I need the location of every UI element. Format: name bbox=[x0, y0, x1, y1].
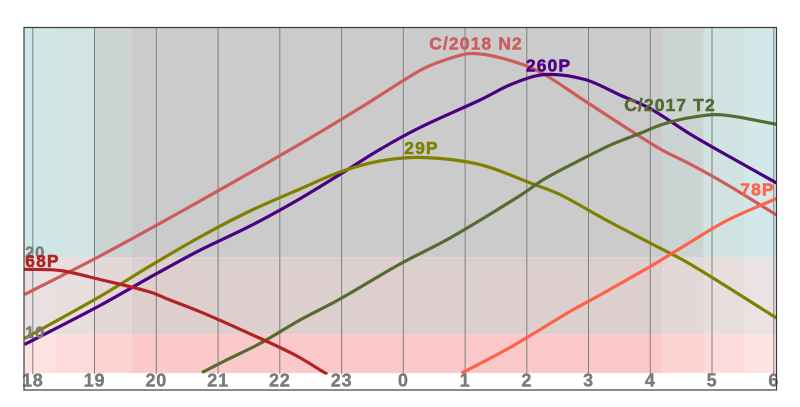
svg-text:6: 6 bbox=[768, 371, 779, 391]
svg-text:18: 18 bbox=[22, 371, 44, 391]
svg-text:4: 4 bbox=[645, 371, 656, 391]
svg-text:29P: 29P bbox=[404, 138, 438, 158]
svg-text:5: 5 bbox=[707, 371, 718, 391]
svg-text:0: 0 bbox=[398, 371, 409, 391]
svg-text:23: 23 bbox=[331, 371, 353, 391]
svg-text:21: 21 bbox=[207, 371, 229, 391]
svg-text:C/2018 N2: C/2018 N2 bbox=[429, 34, 523, 54]
svg-text:68P: 68P bbox=[25, 251, 59, 271]
svg-text:19: 19 bbox=[84, 371, 106, 391]
svg-text:20: 20 bbox=[25, 244, 45, 262]
svg-text:22: 22 bbox=[269, 371, 291, 391]
svg-text:10: 10 bbox=[25, 324, 45, 342]
svg-text:78P: 78P bbox=[740, 180, 774, 200]
svg-text:1: 1 bbox=[460, 371, 471, 391]
svg-text:260P: 260P bbox=[526, 56, 571, 76]
svg-text:20: 20 bbox=[145, 371, 167, 391]
svg-text:3: 3 bbox=[583, 371, 594, 391]
svg-text:2: 2 bbox=[521, 371, 532, 391]
svg-text:C/2017 T2: C/2017 T2 bbox=[624, 95, 716, 115]
